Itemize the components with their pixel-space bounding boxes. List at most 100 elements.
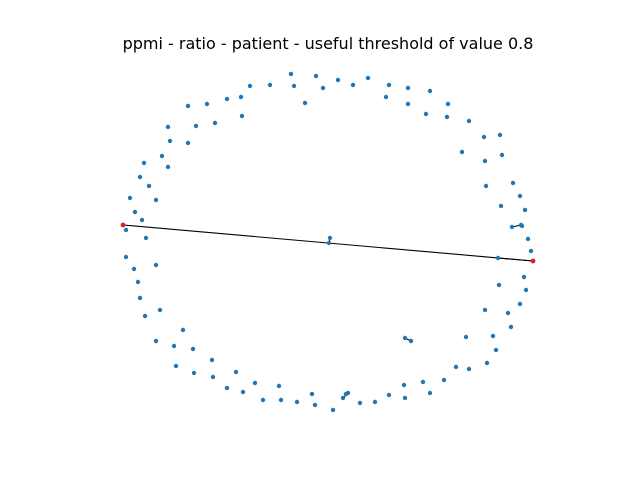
graph-node — [523, 287, 529, 293]
graph-node — [157, 307, 163, 313]
graph-node — [521, 274, 527, 280]
graph-node — [517, 193, 523, 199]
graph-node — [171, 343, 177, 349]
graph-node — [260, 397, 266, 403]
graph-title: ppmi - ratio - patient - useful threshol… — [123, 34, 534, 53]
graph-node — [278, 397, 284, 403]
graph-node — [185, 103, 191, 109]
graph-node — [309, 391, 315, 397]
graph-node — [127, 195, 133, 201]
graph-node — [386, 392, 392, 398]
graph-node — [320, 85, 326, 91]
graph-node — [490, 333, 496, 339]
graph-node — [238, 94, 244, 100]
graph-node — [153, 197, 159, 203]
graph-node — [131, 266, 137, 272]
graph-node — [224, 385, 230, 391]
graph-node-highlighted — [120, 222, 126, 228]
graph-node — [495, 255, 501, 261]
graph-node — [123, 227, 129, 233]
graph-node — [224, 96, 230, 102]
graph-node — [267, 82, 273, 88]
graph-node — [522, 207, 528, 213]
graph-node — [517, 301, 523, 307]
graph-node — [423, 111, 429, 117]
graph-node — [209, 357, 215, 363]
graph-node — [509, 224, 515, 230]
graph-node — [139, 217, 145, 223]
graph-node — [212, 120, 218, 126]
graph-node — [165, 164, 171, 170]
graph-node — [372, 399, 378, 405]
graph-node — [481, 134, 487, 140]
graph-node — [525, 236, 531, 242]
graph-node — [190, 346, 196, 352]
graph-node — [420, 379, 426, 385]
graph-node — [427, 390, 433, 396]
graph-node — [466, 118, 472, 124]
graph-node — [427, 88, 433, 94]
graph-node — [247, 83, 253, 89]
graph-node — [340, 395, 346, 401]
graph-node — [313, 73, 319, 79]
graph-node — [528, 248, 534, 254]
graph-node — [459, 149, 465, 155]
graph-edge — [497, 257, 534, 262]
graph-node — [497, 132, 503, 138]
graph-node — [493, 347, 499, 353]
graph-node — [135, 279, 141, 285]
graph-node — [499, 152, 505, 158]
graph-node — [240, 389, 246, 395]
graph-node — [173, 363, 179, 369]
graph-node — [193, 123, 199, 129]
graph-node — [294, 399, 300, 405]
graph-node — [312, 402, 318, 408]
graph-node — [167, 138, 173, 144]
graph-node — [402, 335, 408, 341]
graph-node — [496, 282, 502, 288]
graph-node — [159, 153, 165, 159]
graph-node — [326, 240, 332, 246]
graph-node — [185, 140, 191, 146]
graph-node — [132, 209, 138, 215]
graph-node — [191, 370, 197, 376]
graph-node — [276, 383, 282, 389]
graph-node — [143, 235, 149, 241]
graph-node — [153, 338, 159, 344]
graph-node — [180, 327, 186, 333]
graph-node — [327, 235, 333, 241]
graph-node — [482, 158, 488, 164]
graph-node — [466, 366, 472, 372]
graph-node — [330, 407, 336, 413]
graph-node — [444, 114, 450, 120]
graph-node — [453, 364, 459, 370]
graph-node — [204, 101, 210, 107]
graph-node — [405, 85, 411, 91]
graph-node — [288, 71, 294, 77]
graph-node — [291, 83, 297, 89]
graph-node — [153, 262, 159, 268]
graph-node-highlighted — [530, 258, 536, 264]
graph-node — [383, 94, 389, 100]
graph-node — [302, 100, 308, 106]
graph-node — [408, 338, 414, 344]
graph-node — [142, 313, 148, 319]
graph-node — [137, 174, 143, 180]
graph-node — [508, 324, 514, 330]
graph-node — [510, 180, 516, 186]
graph-node — [505, 310, 511, 316]
graph-node — [335, 77, 341, 83]
graph-node — [350, 82, 356, 88]
graph-node — [141, 160, 147, 166]
graph-node — [210, 374, 216, 380]
graph-node — [405, 101, 411, 107]
graph-node — [252, 380, 258, 386]
graph-node — [441, 377, 447, 383]
graph-node — [445, 101, 451, 107]
graph-node — [357, 400, 363, 406]
graph-node — [137, 295, 143, 301]
graph-node — [463, 334, 469, 340]
graph-node — [401, 382, 407, 388]
